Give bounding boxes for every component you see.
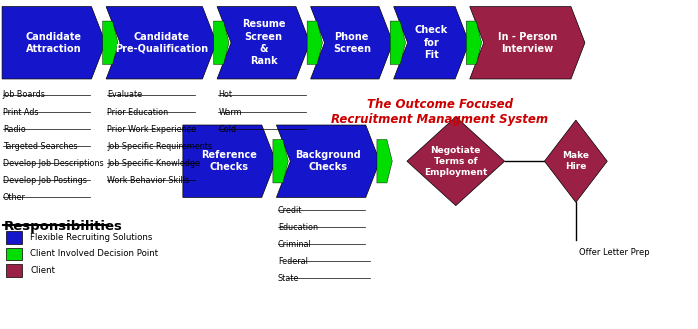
- Text: Warm: Warm: [218, 108, 242, 116]
- FancyBboxPatch shape: [6, 264, 22, 277]
- Text: Print Ads: Print Ads: [3, 108, 38, 116]
- Polygon shape: [2, 7, 105, 79]
- Text: Offer Letter Prep: Offer Letter Prep: [579, 248, 650, 257]
- Polygon shape: [394, 7, 469, 79]
- Text: Job Boards: Job Boards: [3, 90, 45, 99]
- FancyBboxPatch shape: [6, 231, 22, 244]
- Text: Make
Hire: Make Hire: [563, 151, 589, 171]
- Text: Hot: Hot: [218, 90, 232, 99]
- Polygon shape: [544, 120, 607, 202]
- Polygon shape: [183, 125, 276, 197]
- Text: Client: Client: [30, 266, 55, 275]
- Polygon shape: [217, 7, 310, 79]
- Text: Candidate
Attraction: Candidate Attraction: [26, 32, 82, 54]
- Text: Develop Job Descriptions: Develop Job Descriptions: [3, 159, 103, 168]
- Text: Radio: Radio: [3, 125, 26, 134]
- Text: In - Person
Interview: In - Person Interview: [498, 32, 557, 54]
- Polygon shape: [470, 7, 585, 79]
- Polygon shape: [273, 139, 288, 183]
- Polygon shape: [407, 117, 505, 206]
- Text: Check
for
Fit: Check for Fit: [415, 25, 448, 60]
- Polygon shape: [307, 21, 322, 64]
- Text: Prior Work Experience: Prior Work Experience: [107, 125, 197, 134]
- Polygon shape: [214, 21, 229, 64]
- Text: Client Involved Decision Point: Client Involved Decision Point: [30, 249, 158, 259]
- Text: Education: Education: [278, 223, 318, 232]
- Text: Resume
Screen
&
Rank: Resume Screen & Rank: [242, 19, 285, 66]
- Text: Work Behavior Skills: Work Behavior Skills: [107, 176, 190, 185]
- Text: Candidate
Pre-Qualification: Candidate Pre-Qualification: [114, 32, 208, 54]
- Text: Credit: Credit: [278, 206, 302, 215]
- Text: Federal: Federal: [278, 257, 308, 266]
- Text: Flexible Recruiting Solutions: Flexible Recruiting Solutions: [30, 233, 152, 242]
- Text: Background
Checks: Background Checks: [295, 150, 361, 172]
- Text: Job Specific Knowledge: Job Specific Knowledge: [107, 159, 200, 168]
- Polygon shape: [103, 21, 118, 64]
- Text: Responsibilities: Responsibilities: [3, 220, 122, 234]
- Text: Other: Other: [3, 193, 26, 202]
- Text: Develop Job Postings: Develop Job Postings: [3, 176, 87, 185]
- Text: Negotiate
Terms of
Employment: Negotiate Terms of Employment: [424, 146, 487, 177]
- Text: Job Specific Requirements: Job Specific Requirements: [107, 142, 212, 151]
- Text: Criminal: Criminal: [278, 240, 311, 249]
- Text: State: State: [278, 274, 299, 283]
- Polygon shape: [377, 139, 392, 183]
- FancyBboxPatch shape: [6, 248, 22, 260]
- Text: Phone
Screen: Phone Screen: [333, 32, 371, 54]
- Polygon shape: [311, 7, 393, 79]
- Polygon shape: [276, 125, 380, 197]
- Text: Reference
Checks: Reference Checks: [201, 150, 258, 172]
- Polygon shape: [106, 7, 216, 79]
- Polygon shape: [390, 21, 406, 64]
- Text: Targeted Searches: Targeted Searches: [3, 142, 77, 151]
- Text: Evaluate: Evaluate: [107, 90, 142, 99]
- Text: Prior Education: Prior Education: [107, 108, 169, 116]
- Text: Cold: Cold: [218, 125, 237, 134]
- Polygon shape: [466, 21, 482, 64]
- Text: The Outcome Focused
Recruitment Managment System: The Outcome Focused Recruitment Managmen…: [331, 98, 549, 126]
